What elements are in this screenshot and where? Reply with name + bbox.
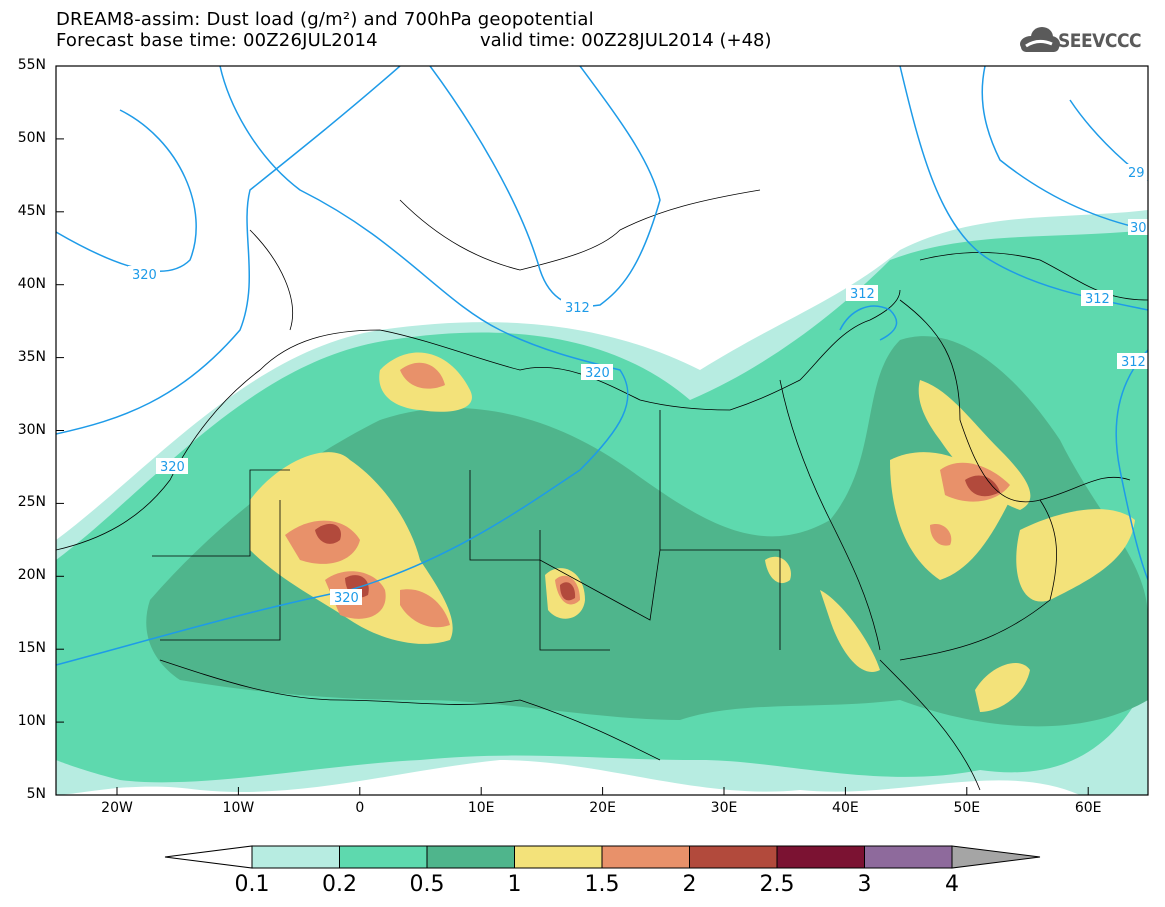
colorbar-label: 0.2	[322, 872, 357, 897]
colorbar-segment	[689, 845, 778, 869]
map-title: DREAM8-assim: Dust load (g/m²) and 700hP…	[56, 9, 594, 30]
lon-tick-label: 20W	[101, 800, 133, 816]
colorbar-arrow-low	[164, 845, 253, 869]
lat-tick-label: 10N	[17, 713, 46, 730]
forecast-base-time: Forecast base time: 00Z26JUL2014	[56, 30, 378, 51]
contour-label: 312	[850, 287, 875, 302]
contour-label: 312	[565, 301, 590, 316]
colorbar-segment	[339, 845, 428, 869]
dust-band-1	[765, 556, 791, 584]
logo-text: SEEVCCC	[1058, 30, 1142, 52]
geopotential-contour	[1115, 349, 1148, 581]
colorbar-label: 2	[682, 872, 697, 897]
lon-tick-label: 60E	[1074, 800, 1102, 816]
lon-tick-label: 50E	[953, 800, 981, 816]
lat-tick-label: 40N	[17, 275, 46, 292]
dust-band-1	[975, 662, 1030, 712]
dust-band-2	[965, 475, 1000, 497]
dust-band-1	[918, 380, 1031, 510]
dust-band-1	[820, 590, 880, 672]
colorbar-segment	[864, 845, 953, 869]
lon-tick-label: 10E	[467, 800, 495, 816]
lat-tick-label: 55N	[17, 57, 46, 73]
colorbar-label: 0.5	[409, 872, 445, 897]
colorbar-arrow-high	[951, 845, 1041, 869]
dust-band-1-5	[400, 589, 450, 628]
geopotential-contour	[839, 305, 898, 341]
geopotential-contour	[56, 109, 197, 272]
lat-tick-label: 25N	[17, 494, 46, 511]
colorbar-segment	[776, 845, 865, 869]
dust-band-1-5	[400, 362, 445, 389]
lat-tick-label: 35N	[17, 348, 46, 365]
geopotential-contour	[429, 66, 661, 307]
contour-label: 312	[1121, 355, 1146, 370]
geopotential-contour	[56, 66, 401, 435]
colorbar-label: 1	[507, 872, 522, 897]
contour-label: 312	[1085, 292, 1110, 307]
lat-tick-label: 15N	[17, 640, 46, 657]
contour-label: 320	[132, 268, 157, 283]
geopotential-contour	[56, 66, 629, 666]
lon-tick-label: 30E	[710, 800, 738, 816]
contour-label: 320	[585, 366, 610, 381]
contour-label: 30	[1130, 221, 1147, 236]
valid-time: valid time: 00Z28JUL2014 (+48)	[480, 30, 772, 51]
dust-band-2	[315, 523, 341, 544]
lat-tick-label: 50N	[17, 129, 46, 146]
geopotential-contour	[981, 66, 1148, 231]
colorbar-segment	[251, 845, 340, 869]
colorbar-label: 1.5	[584, 872, 620, 897]
colorbar-label: 0.1	[234, 872, 270, 897]
colorbar-label: 3	[857, 872, 872, 897]
lat-tick-label: 5N	[26, 786, 46, 802]
colorbar-segment	[426, 845, 515, 869]
lon-tick-label: 10W	[222, 800, 255, 816]
lon-tick-label: 0	[355, 800, 365, 816]
contour-label: 320	[334, 591, 359, 606]
lon-tick-label: 20E	[589, 800, 616, 816]
lat-tick-label: 45N	[17, 202, 46, 219]
dust-band-1-5	[285, 520, 360, 564]
cloud-icon	[1020, 27, 1060, 52]
colorbar-segment	[601, 845, 690, 869]
lat-tick-label: 30N	[17, 421, 46, 438]
dust-band-1-5	[930, 524, 952, 546]
colorbar-segment	[514, 845, 603, 869]
contour-label: 29	[1128, 166, 1145, 181]
colorbar-label: 4	[945, 872, 959, 897]
colorbar-label: 2.5	[759, 872, 795, 897]
contour-label: 320	[160, 460, 185, 475]
lat-tick-label: 20N	[17, 567, 46, 584]
dust-band-1	[1016, 509, 1135, 602]
lon-tick-label: 40E	[832, 800, 859, 816]
dust-band-2	[560, 582, 576, 601]
